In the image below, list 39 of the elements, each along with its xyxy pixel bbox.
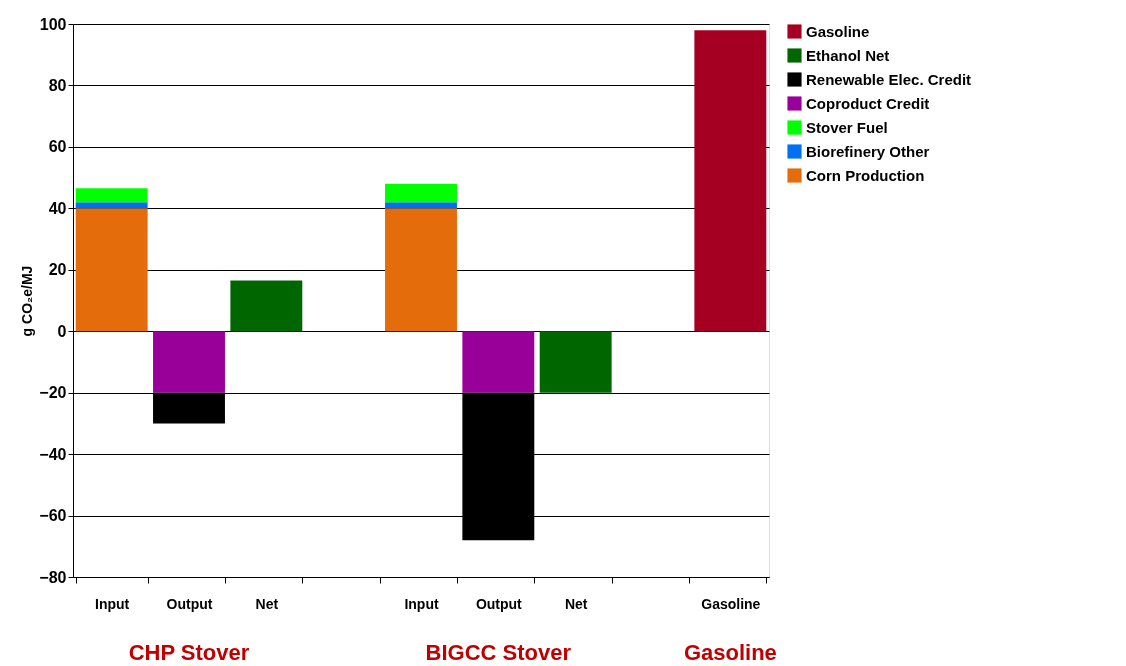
- bar: [694, 30, 767, 332]
- bar: [539, 331, 612, 393]
- x-tick-label: Input: [404, 595, 439, 612]
- bar: [75, 208, 148, 332]
- legend-label: Corn Production: [806, 166, 925, 184]
- x-tick-label: Output: [475, 595, 523, 612]
- y-tick-label: −80: [39, 568, 67, 586]
- legend-label: Ethanol Net: [806, 46, 890, 64]
- text: CHP Stover: [128, 640, 250, 665]
- x-tick-label: Net: [255, 595, 279, 612]
- y-tick-label: 100: [39, 15, 67, 33]
- bar: [385, 208, 457, 332]
- bar: [462, 331, 535, 393]
- y-axis-title: g CO₂e/MJ: [19, 265, 36, 337]
- legend-label: Biorefinery Other: [806, 142, 930, 160]
- text: BIGCC Stover: [425, 640, 572, 665]
- x-tick-label: Gasoline: [701, 595, 761, 612]
- y-tick-label: 80: [48, 76, 67, 94]
- text: Gasoline: [683, 640, 777, 665]
- y-tick-label: −40: [39, 445, 67, 463]
- x-tick-label: Output: [166, 595, 213, 612]
- bar: [75, 188, 148, 203]
- legend-label: Renewable Elec. Credit: [806, 70, 972, 88]
- y-tick-label: 40: [48, 199, 67, 217]
- y-tick-label: −20: [39, 384, 67, 402]
- y-tick-label: −60: [39, 507, 67, 525]
- bar: [385, 202, 457, 209]
- bar: [385, 183, 457, 203]
- y-tick-label: 0: [57, 322, 67, 340]
- y-tick-label: 60: [48, 138, 67, 156]
- legend-label: Gasoline: [806, 22, 870, 40]
- x-tick-label: Net: [564, 595, 588, 612]
- y-tick-label: 20: [48, 261, 67, 279]
- legend-label: Coproduct Credit: [806, 94, 930, 112]
- legend-label: Stover Fuel: [806, 118, 888, 136]
- x-tick-label: Input: [95, 595, 130, 612]
- bar: [153, 331, 225, 393]
- bar: [230, 280, 303, 332]
- bar: [75, 202, 148, 209]
